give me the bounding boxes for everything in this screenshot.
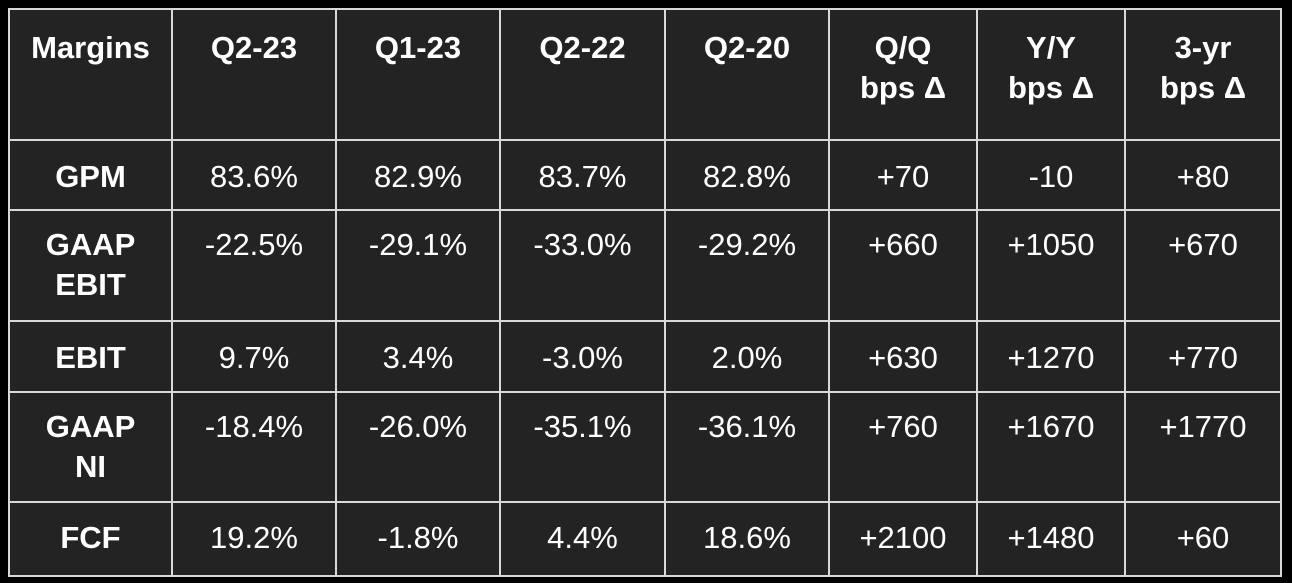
header-3yr-bps: 3-yr bps Δ	[1124, 8, 1282, 141]
table-cell: +70	[828, 139, 978, 211]
header-qq-bps-line2: bps Δ	[859, 70, 946, 105]
table-cell: 4.4%	[499, 501, 666, 577]
header-q2-20: Q2-20	[664, 8, 830, 141]
table-cell: +1480	[976, 501, 1126, 577]
row-label-gaap-ebit-line1: GAAP	[45, 227, 136, 262]
row-label-gaap-ni-line1: GAAP	[45, 409, 136, 444]
table-cell: +1050	[976, 209, 1126, 322]
table-row: EBIT 9.7% 3.4% -3.0% 2.0% +630 +1270 +77…	[8, 320, 1282, 393]
header-margins-text: Margins	[31, 30, 150, 65]
table-cell: +80	[1124, 139, 1282, 211]
row-label-gaap-ebit: GAAP EBIT	[8, 209, 173, 322]
header-qq-bps: Q/Q bps Δ	[828, 8, 978, 141]
table-cell: +2100	[828, 501, 978, 577]
table-cell: +1670	[976, 391, 1126, 503]
table-cell: 3.4%	[335, 320, 501, 393]
row-label-gpm-text: GPM	[55, 159, 126, 194]
table-cell: 9.7%	[171, 320, 337, 393]
row-label-fcf: FCF	[8, 501, 173, 577]
row-label-gaap-ni-line2: NI	[75, 449, 106, 484]
header-3yr-bps-line2: bps Δ	[1159, 70, 1246, 105]
table-cell: 2.0%	[664, 320, 830, 393]
table-cell: +60	[1124, 501, 1282, 577]
table-cell: 19.2%	[171, 501, 337, 577]
table-cell: +660	[828, 209, 978, 322]
header-yy-bps-line1: Y/Y	[1026, 30, 1076, 65]
table-cell: -22.5%	[171, 209, 337, 322]
row-label-gaap-ebit-line2: EBIT	[55, 267, 126, 302]
header-q2-23-text: Q2-23	[210, 30, 298, 65]
header-q2-20-text: Q2-20	[703, 30, 791, 65]
table-cell: 83.6%	[171, 139, 337, 211]
table-cell: 18.6%	[664, 501, 830, 577]
header-q2-23: Q2-23	[171, 8, 337, 141]
table-cell: +630	[828, 320, 978, 393]
margins-table: Margins Q2-23 Q1-23 Q2-22 Q2-20 Q/Q bps …	[8, 8, 1282, 577]
header-row: Margins Q2-23 Q1-23 Q2-22 Q2-20 Q/Q bps …	[8, 8, 1282, 141]
table-cell: -3.0%	[499, 320, 666, 393]
table-cell: +1270	[976, 320, 1126, 393]
table-cell: 82.9%	[335, 139, 501, 211]
header-q2-22: Q2-22	[499, 8, 666, 141]
table-cell: -35.1%	[499, 391, 666, 503]
row-label-gaap-ni: GAAP NI	[8, 391, 173, 503]
header-qq-bps-line1: Q/Q	[874, 30, 932, 65]
table-cell: +760	[828, 391, 978, 503]
table-cell: 82.8%	[664, 139, 830, 211]
row-label-ebit-text: EBIT	[55, 340, 126, 375]
table-cell: +1770	[1124, 391, 1282, 503]
row-label-ebit: EBIT	[8, 320, 173, 393]
header-yy-bps-line2: bps Δ	[1007, 70, 1094, 105]
header-3yr-bps-line1: 3-yr	[1174, 30, 1232, 65]
table-row: GPM 83.6% 82.9% 83.7% 82.8% +70 -10 +80	[8, 139, 1282, 211]
table-cell: -33.0%	[499, 209, 666, 322]
row-label-gpm: GPM	[8, 139, 173, 211]
header-q1-23: Q1-23	[335, 8, 501, 141]
table-cell: -26.0%	[335, 391, 501, 503]
header-q2-22-text: Q2-22	[539, 30, 626, 65]
header-q1-23-text: Q1-23	[374, 30, 462, 65]
table-row: FCF 19.2% -1.8% 4.4% 18.6% +2100 +1480 +…	[8, 501, 1282, 577]
table-cell: -1.8%	[335, 501, 501, 577]
row-label-fcf-text: FCF	[60, 520, 121, 555]
table-cell: 83.7%	[499, 139, 666, 211]
header-yy-bps: Y/Y bps Δ	[976, 8, 1126, 141]
table-cell: -36.1%	[664, 391, 830, 503]
table-cell: -10	[976, 139, 1126, 211]
table-cell: -29.2%	[664, 209, 830, 322]
table-cell: -18.4%	[171, 391, 337, 503]
table-cell: -29.1%	[335, 209, 501, 322]
table-cell: +770	[1124, 320, 1282, 393]
table-row: GAAP EBIT -22.5% -29.1% -33.0% -29.2% +6…	[8, 209, 1282, 322]
table-cell: +670	[1124, 209, 1282, 322]
header-margins: Margins	[8, 8, 173, 141]
table-row: GAAP NI -18.4% -26.0% -35.1% -36.1% +760…	[8, 391, 1282, 503]
